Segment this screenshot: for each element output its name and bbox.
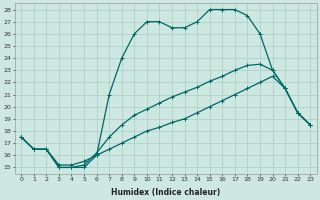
X-axis label: Humidex (Indice chaleur): Humidex (Indice chaleur) xyxy=(111,188,220,197)
